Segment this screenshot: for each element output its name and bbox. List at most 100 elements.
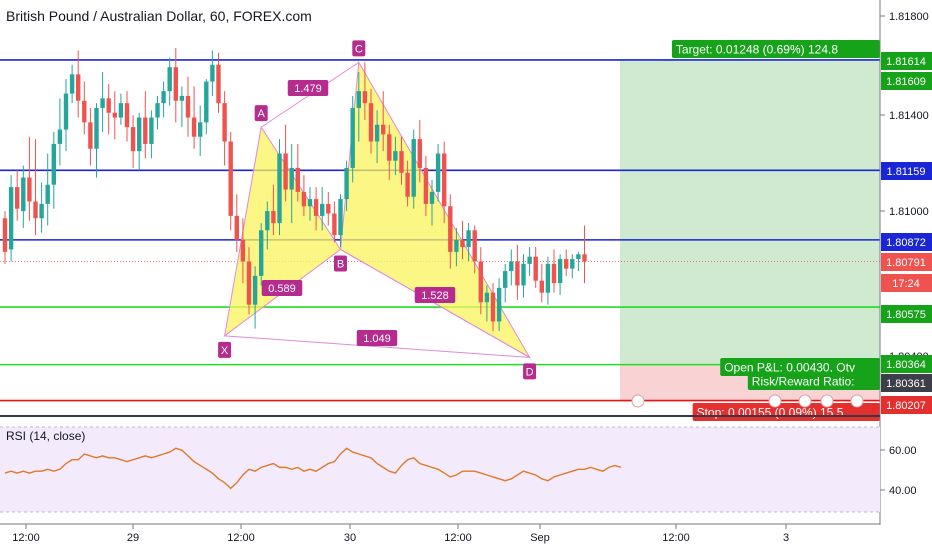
price-tick-label: 1.81000 xyxy=(889,206,929,218)
candle-body xyxy=(143,117,148,144)
ratio-label-xb: 0.589 xyxy=(268,283,296,295)
price-marker-dark-bg xyxy=(881,374,932,392)
candle-body xyxy=(130,127,136,152)
candle-body xyxy=(191,117,197,137)
candle-body xyxy=(76,74,81,101)
candle-body xyxy=(289,167,294,190)
ratio-label-xd: 1.049 xyxy=(363,333,391,345)
candle-body xyxy=(167,67,172,92)
candle-body xyxy=(106,98,111,113)
open-pnl-label: Open P&L: 0.00430, Qty xyxy=(724,361,855,375)
candle-body xyxy=(118,103,124,118)
price-marker-green-bg xyxy=(881,72,932,90)
pattern-point-b-bg xyxy=(334,255,347,272)
candle-body xyxy=(51,143,56,185)
candle-body xyxy=(326,203,331,214)
candle-body xyxy=(252,275,258,305)
candle-body xyxy=(63,93,69,130)
candle-body xyxy=(466,230,471,248)
rsi-title: RSI (14, close) xyxy=(6,429,86,443)
candle-body xyxy=(460,239,465,248)
candle-body xyxy=(435,153,441,192)
candle-body xyxy=(472,230,477,262)
candle-body xyxy=(381,124,386,135)
candle-body xyxy=(320,203,325,216)
ratio-label-xd-bg xyxy=(356,330,398,346)
price-marker-countdown: 17:24 xyxy=(892,278,920,290)
event-marker-3 xyxy=(820,394,834,408)
time-tick-label: 12:00 xyxy=(12,532,40,544)
risk-reward-label-bg xyxy=(747,372,880,390)
pattern-point-c: C xyxy=(355,43,363,55)
ratio-label-ac: 1.479 xyxy=(294,83,322,95)
price-marker-stop-bg xyxy=(881,396,932,414)
candle-body xyxy=(515,261,520,286)
candle-body xyxy=(301,191,307,207)
price-marker-blue2-bg xyxy=(881,233,932,251)
time-tick-label: Sep xyxy=(530,532,550,544)
candle-body xyxy=(2,218,8,252)
price-marker-stop: 1.80207 xyxy=(886,400,926,412)
candle-body xyxy=(277,153,282,224)
price-marker-target: 1.81614 xyxy=(886,56,926,68)
pattern-point-x: X xyxy=(221,345,229,357)
candle-body xyxy=(338,199,343,236)
candle-body xyxy=(576,254,581,260)
risk-reward-label: Risk/Reward Ratio: xyxy=(752,375,855,389)
price-marker-green-line2: 1.80364 xyxy=(886,359,926,371)
candle-body xyxy=(448,206,453,252)
candle-body xyxy=(82,100,87,123)
candle-body xyxy=(539,280,544,293)
candle-body xyxy=(362,91,368,104)
candle-body xyxy=(405,172,410,197)
candle-body xyxy=(423,167,429,204)
candle-body xyxy=(307,199,313,207)
time-tick-label: 3 xyxy=(783,532,789,544)
price-marker-price-bg xyxy=(881,253,932,271)
candle-body xyxy=(509,261,514,272)
candle-body xyxy=(204,81,209,123)
candle-body xyxy=(240,239,246,262)
candle-body xyxy=(344,167,349,200)
candle-body xyxy=(222,103,227,142)
candle-body xyxy=(545,263,551,293)
candle-body xyxy=(124,103,130,128)
ratio-label-bd-bg xyxy=(414,287,456,303)
candle-body xyxy=(283,153,288,190)
candle-body xyxy=(496,287,502,322)
time-tick-label: 29 xyxy=(127,532,139,544)
pattern-line-xd xyxy=(224,335,530,358)
candle-body xyxy=(271,211,276,224)
candle-body xyxy=(234,215,239,240)
price-marker-dark: 1.80361 xyxy=(886,378,926,390)
event-marker-1 xyxy=(768,394,782,408)
candle-body xyxy=(161,91,166,104)
rsi-tick-label: 40.00 xyxy=(889,485,917,497)
candle-body xyxy=(155,103,160,118)
event-marker-0 xyxy=(631,394,645,408)
candle-body xyxy=(551,263,557,284)
candle-body xyxy=(69,74,75,94)
time-tick-label: 12:00 xyxy=(227,532,255,544)
rsi-tick-label: 60.00 xyxy=(889,445,917,457)
candle-body xyxy=(478,261,483,303)
candle-body xyxy=(564,259,569,269)
price-marker-blue2: 1.80872 xyxy=(886,237,926,249)
candle-body xyxy=(27,177,32,202)
chart-title: British Pound / Australian Dollar, 60, F… xyxy=(6,8,312,24)
candle-body xyxy=(582,254,587,262)
pattern-point-d: D xyxy=(526,366,534,378)
candle-body xyxy=(533,256,538,281)
candle-body xyxy=(94,107,99,149)
candle-body xyxy=(100,98,105,108)
candle-body xyxy=(57,129,63,144)
candle-body xyxy=(39,203,44,219)
candle-body xyxy=(490,292,496,322)
price-marker-blue: 1.81159 xyxy=(887,166,926,178)
pattern-point-a: A xyxy=(258,108,266,120)
candle-body xyxy=(33,201,38,219)
candle-body xyxy=(173,67,178,101)
candle-body xyxy=(387,134,392,161)
pattern-point-x-bg xyxy=(218,341,232,358)
